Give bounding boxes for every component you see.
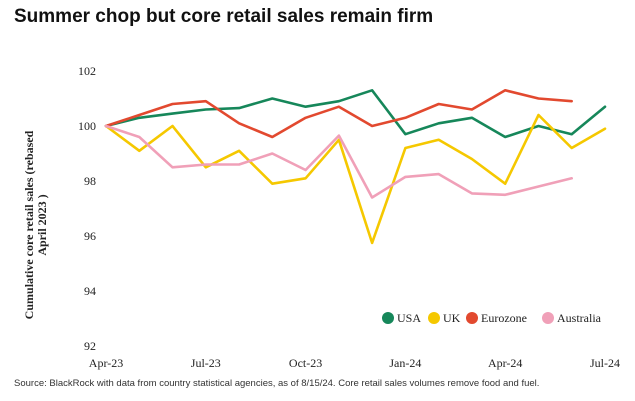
series-line-usa xyxy=(104,89,607,139)
legend-label-eurozone: Eurozone xyxy=(481,311,527,325)
chart-title: Summer chop but core retail sales remain… xyxy=(14,6,434,27)
y-tick-label: 102 xyxy=(78,64,96,78)
x-axis-ticks: Apr-23 Jul-23 Oct-23 Jan-24 Apr-24 Jul-24 xyxy=(89,356,620,370)
y-tick-label: 92 xyxy=(84,339,96,353)
legend-label-uk: UK xyxy=(443,311,461,325)
y-axis-label: Cumulative core retail sales (rebased Ap… xyxy=(22,130,49,319)
legend-marker-usa xyxy=(382,312,394,324)
series-line-eurozone xyxy=(104,89,574,139)
legend-label-australia: Australia xyxy=(557,311,602,325)
x-tick-label: Oct-23 xyxy=(289,356,322,370)
x-tick-label: Jan-24 xyxy=(389,356,421,370)
series-lines xyxy=(104,89,607,245)
y-tick-label: 98 xyxy=(84,174,96,188)
source-note: Source: BlackRock with data from country… xyxy=(14,378,540,389)
y-axis-ticks: 92 94 96 98 100 102 xyxy=(78,64,96,353)
legend-marker-eurozone xyxy=(466,312,478,324)
x-tick-label: Jul-24 xyxy=(590,356,620,370)
y-tick-label: 94 xyxy=(84,284,96,298)
y-tick-label: 100 xyxy=(78,119,96,133)
legend-marker-australia xyxy=(542,312,554,324)
legend-label-usa: USA xyxy=(397,311,421,325)
x-tick-label: Apr-24 xyxy=(488,356,522,370)
y-axis-label-line2: April 2023 ) xyxy=(35,194,49,255)
y-tick-label: 96 xyxy=(84,229,96,243)
series-line-australia xyxy=(104,124,574,199)
y-axis-label-line1: Cumulative core retail sales (rebased xyxy=(22,130,36,319)
legend-marker-uk xyxy=(428,312,440,324)
x-tick-label: Apr-23 xyxy=(89,356,123,370)
x-tick-label: Jul-23 xyxy=(191,356,221,370)
legend: USA UK Eurozone Australia xyxy=(382,311,602,325)
series-line-uk xyxy=(104,113,607,245)
